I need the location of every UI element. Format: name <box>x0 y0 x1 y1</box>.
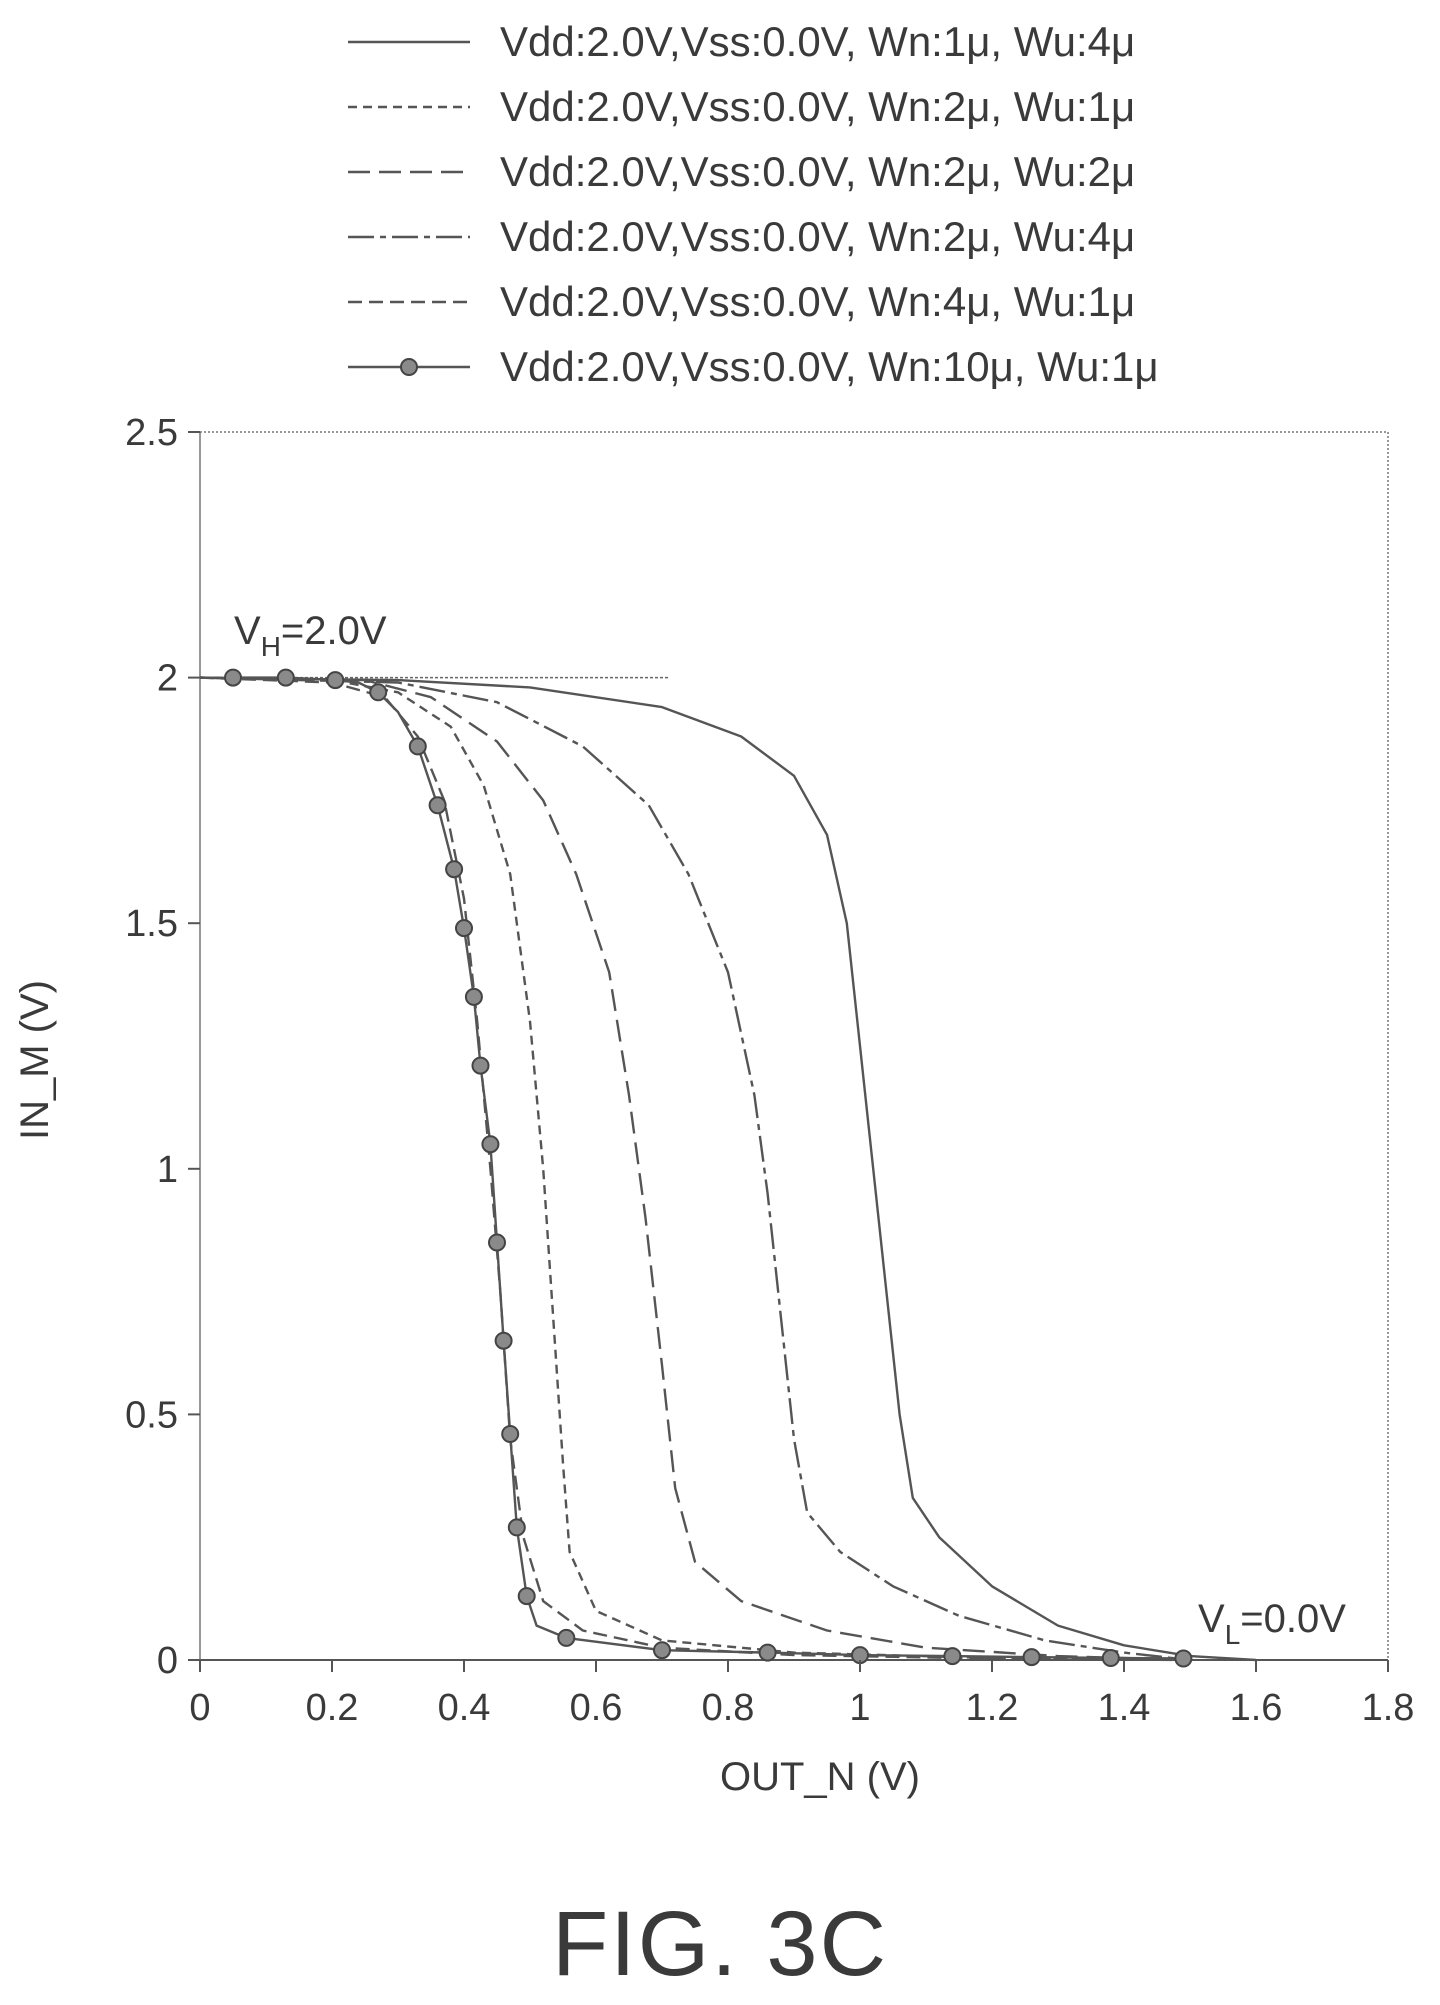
series-marker <box>517 1587 536 1606</box>
series-marker <box>758 1643 777 1662</box>
x-tick-label: 0.6 <box>570 1687 623 1729</box>
x-axis-label: OUT_N (V) <box>720 1755 920 1799</box>
x-tick-label: 1 <box>849 1687 870 1729</box>
series-marker <box>481 1135 500 1154</box>
series-marker <box>507 1518 526 1537</box>
legend: Vdd:2.0V,Vss:0.0V, Wn:1μ, Wu:4μ Vdd:2.0V,… <box>348 18 1159 390</box>
series-marker <box>408 737 427 756</box>
series-line-2 <box>199 676 1191 1662</box>
y-tick-label: 1 <box>157 1149 178 1191</box>
x-tick-label: 0.8 <box>702 1687 755 1729</box>
series-marker <box>276 668 295 687</box>
x-tick-label: 1.4 <box>1098 1687 1151 1729</box>
series-line-6 <box>233 676 1184 1660</box>
series-line-1 <box>199 676 1257 1662</box>
x-tick-label: 0.2 <box>306 1687 359 1729</box>
x-tick-label: 1.2 <box>966 1687 1019 1729</box>
y-axis-label: IN_M (V) <box>13 980 57 1140</box>
series-marker <box>501 1425 520 1443</box>
series-marker <box>428 796 447 815</box>
x-tick-label: 0.4 <box>438 1687 491 1729</box>
y-tick-label: 2.5 <box>125 412 178 454</box>
legend-marker <box>400 358 418 376</box>
series-marker <box>1101 1649 1120 1667</box>
series-marker <box>653 1641 671 1660</box>
y-tick-label: 1.5 <box>125 903 178 945</box>
series-line-5 <box>199 676 1191 1662</box>
series-marker <box>464 987 483 1006</box>
legend-entry: Vdd:2.0V,Vss:0.0V, Wn:2μ, Wu:2μ <box>500 148 1135 195</box>
series-marker <box>455 919 473 938</box>
legend-entry: Vdd:2.0V,Vss:0.0V, Wn:1μ, Wu:4μ <box>500 18 1135 65</box>
series-line-3 <box>199 676 1191 1662</box>
series-marker <box>488 1233 506 1252</box>
x-tick-label: 0 <box>189 1687 210 1729</box>
legend-entry: Vdd:2.0V,Vss:0.0V, Wn:10μ, Wu:1μ <box>500 343 1159 390</box>
series-marker <box>1174 1649 1193 1668</box>
series-marker <box>445 860 464 879</box>
series-marker <box>369 683 388 702</box>
series-marker <box>1022 1648 1041 1667</box>
series-marker <box>557 1628 576 1647</box>
series-marker <box>224 668 242 687</box>
series-marker <box>471 1056 490 1075</box>
vl-annotation: VL=0.0V <box>1198 1597 1346 1650</box>
plot-area <box>199 431 1389 1668</box>
y-axis-ticks: 0 0.5 1 1.5 2 2.5 <box>125 412 200 1682</box>
legend-entry: Vdd:2.0V,Vss:0.0V, Wn:2μ, Wu:1μ <box>500 83 1135 130</box>
x-tick-label: 1.8 <box>1362 1687 1415 1729</box>
y-tick-label: 2 <box>157 658 178 700</box>
y-tick-label: 0.5 <box>125 1394 178 1436</box>
series-line-4 <box>199 676 1191 1662</box>
legend-entry: Vdd:2.0V,Vss:0.0V, Wn:4μ, Wu:1μ <box>500 278 1135 325</box>
legend-entry: Vdd:2.0V,Vss:0.0V, Wn:2μ, Wu:4μ <box>500 213 1135 260</box>
series-marker <box>326 671 345 690</box>
x-tick-label: 1.6 <box>1230 1687 1283 1729</box>
series-marker <box>943 1647 962 1666</box>
vh-annotation: VH=2.0V <box>234 609 387 662</box>
figure-caption: FIG. 3C <box>552 1893 888 1995</box>
x-axis-ticks: 0 0.2 0.4 0.6 0.8 1 1.2 1.4 1.6 1.8 <box>189 1660 1414 1729</box>
series-marker <box>494 1331 513 1350</box>
y-tick-label: 0 <box>157 1640 178 1682</box>
